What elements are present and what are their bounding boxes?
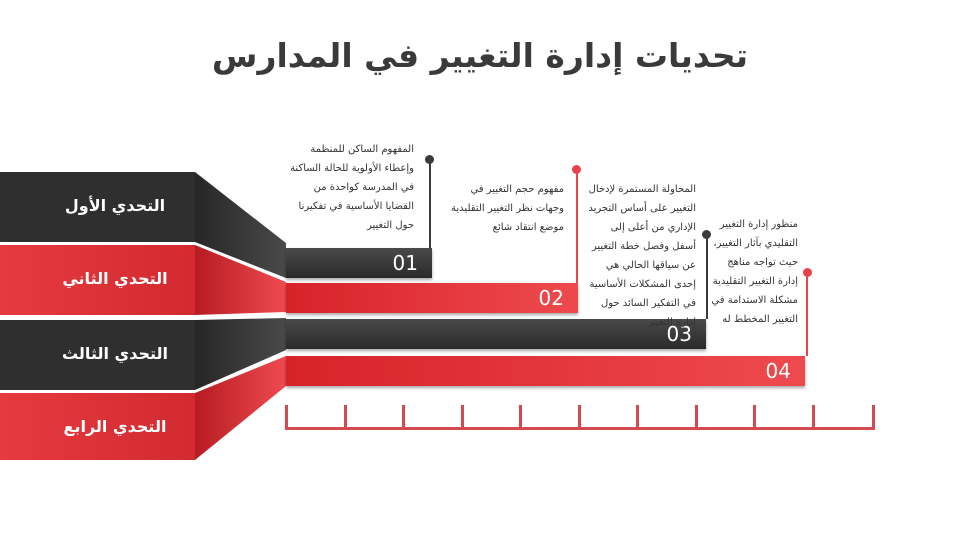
tab-3-front bbox=[0, 320, 195, 390]
tab-label-4: التحدي الرابع bbox=[63, 417, 167, 436]
bar-number-2: 02 bbox=[538, 286, 564, 310]
challenge-description-3: المحاولة المستمرة لإدخال التغيير على أسا… bbox=[588, 184, 696, 328]
connector-dot-2 bbox=[572, 165, 581, 174]
challenge-description-1: المفهوم الساكن للمنظمة وإعطاء الأولوية ل… bbox=[290, 144, 414, 231]
tab-2-front bbox=[0, 245, 195, 315]
tab-label-3: التحدي الثالث bbox=[61, 344, 168, 363]
tab-4-side bbox=[195, 356, 286, 460]
challenge-description-2: مفهوم حجم التغيير في وجهات نظر التغيير ا… bbox=[451, 184, 564, 233]
ruler-tick bbox=[872, 405, 875, 429]
ruler-tick bbox=[695, 405, 698, 429]
connector-line-3 bbox=[706, 235, 708, 319]
tab-1-front bbox=[0, 172, 195, 242]
bar-number-1: 01 bbox=[392, 251, 418, 275]
tab-4-front bbox=[0, 393, 195, 460]
tab-3-side bbox=[195, 318, 286, 390]
ruler-tick bbox=[636, 405, 639, 429]
connector-dot-4 bbox=[803, 268, 812, 277]
ruler-tick bbox=[402, 405, 405, 429]
ruler-tick bbox=[519, 405, 522, 429]
challenge-description-4: منظور إدارة التغيير التقليدي بآثار التغي… bbox=[711, 219, 798, 325]
ruler-tick bbox=[753, 405, 756, 429]
tab-label-2: التحدي الثاني bbox=[62, 269, 168, 288]
connector-line-1 bbox=[429, 160, 431, 248]
connector-line-2 bbox=[576, 170, 578, 283]
ruler-tick bbox=[285, 405, 288, 429]
connector-dot-1 bbox=[425, 155, 434, 164]
bar-number-4: 04 bbox=[765, 359, 791, 383]
connector-dot-3 bbox=[702, 230, 711, 239]
challenge-bar-4: 04 bbox=[286, 356, 805, 386]
ruler-tick bbox=[461, 405, 464, 429]
challenge-bar-1: 01 bbox=[286, 248, 432, 278]
slide-title: تحديات إدارة التغيير في المدارس bbox=[211, 36, 749, 75]
challenge-bar-3: 03 bbox=[286, 319, 706, 349]
ruler-tick bbox=[812, 405, 815, 429]
challenge-tabs bbox=[0, 172, 286, 460]
tab-2-side bbox=[195, 245, 286, 315]
ruler-tick bbox=[344, 405, 347, 429]
bar-number-3: 03 bbox=[666, 322, 692, 346]
ruler-tick bbox=[578, 405, 581, 429]
tab-label-1: التحدي الأول bbox=[64, 196, 166, 215]
challenge-bar-2: 02 bbox=[286, 283, 578, 313]
tab-1-side bbox=[195, 172, 286, 278]
connector-line-4 bbox=[806, 273, 808, 356]
